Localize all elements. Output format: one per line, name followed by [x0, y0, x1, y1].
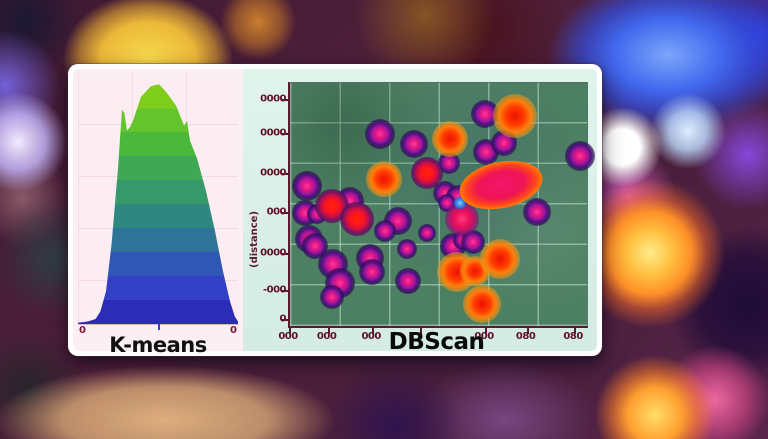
dbscan-y-tick-mark [282, 318, 289, 321]
dbscan-x-tick-label: 000 [474, 331, 494, 342]
kmeans-x-axis: 0 0 [78, 324, 238, 338]
dbscan-x-axis: 000 000 000 000 080 080 [278, 327, 585, 343]
dbscan-x-tick-mark [574, 328, 577, 334]
kmeans-density-fill [78, 84, 238, 324]
scatter-point-red [410, 156, 443, 189]
scatter-point-orange [462, 284, 501, 323]
kmeans-plot-area [78, 73, 238, 325]
kmeans-x-midtick [158, 324, 160, 330]
dbscan-x-tick-label: 080 [563, 331, 583, 342]
kmeans-density-curve [78, 84, 238, 324]
dbscan-y-tick-mark [282, 212, 289, 214]
dbscan-chart: (distance) 0000 0000 0000 000 0000 -000 0 00 00… [243, 69, 597, 355]
dbscan-y-tick-label: 0000 [260, 167, 286, 179]
dbscan-y-tick-label: -000 [262, 284, 287, 296]
dbscan-x-tick-mark [485, 328, 488, 334]
dbscan-x-tick-label: 000 [278, 331, 298, 342]
dbscan-y-tick-mark [282, 99, 289, 101]
dbscan-x-tick-mark [526, 328, 529, 334]
dbscan-y-tick-mark [282, 290, 289, 292]
dbscan-x-tick-mark [327, 328, 330, 334]
dbscan-x-tick-label: 000 [361, 331, 381, 342]
scatter-point-purple [417, 223, 436, 242]
dbscan-x-tick-label: 000 [316, 331, 337, 342]
dbscan-plot-area [282, 82, 595, 334]
scatter-point-red [340, 202, 375, 237]
dbscan-y-tick-mark [282, 172, 289, 175]
dbscan-x-tick-label: 080 [515, 331, 536, 342]
dbscan-y-tick-label: 0000 [260, 247, 286, 259]
kmeans-title: K-means [109, 333, 207, 357]
scatter-point-orange [493, 94, 538, 139]
scatter-point-purple [397, 238, 418, 259]
kmeans-x-tick-left: 0 [79, 325, 86, 336]
scatter-point-purple [358, 259, 385, 286]
scatter-point-orange [432, 120, 469, 157]
clustering-panel: 0 0 K-means (distance) 0000 0000 0000 000 00… [68, 64, 602, 357]
scatter-point-purple [374, 220, 397, 243]
scatter-point-orange [365, 160, 402, 197]
scatter-point-purple [320, 284, 345, 309]
scatter-point-purple [394, 268, 421, 295]
kmeans-chart: 0 0 K-means [73, 69, 243, 357]
dbscan-x-tick-mark [372, 328, 375, 334]
dbscan-y-tick-mark [282, 133, 289, 136]
dbscan-y-tick-label: 000 [266, 206, 287, 218]
dbscan-x-tick-mark [419, 328, 422, 334]
dbscan-y-tick-label: 0000 [260, 127, 286, 139]
scatter-point-purple [564, 140, 595, 171]
scatter-point-orange [479, 238, 520, 279]
dbscan-y-tick-mark [282, 253, 289, 256]
kmeans-x-tick-right: 0 [230, 325, 237, 336]
scatter-point-purple [523, 198, 552, 227]
scatter-point-purple [364, 119, 395, 150]
dbscan-title: DBScan [388, 329, 485, 355]
dbscan-y-tick-label: 0000 [260, 93, 286, 105]
scatter-point-purple [437, 151, 460, 174]
scatter-point-purple [400, 129, 429, 158]
dbscan-x-tick-mark [289, 328, 291, 334]
